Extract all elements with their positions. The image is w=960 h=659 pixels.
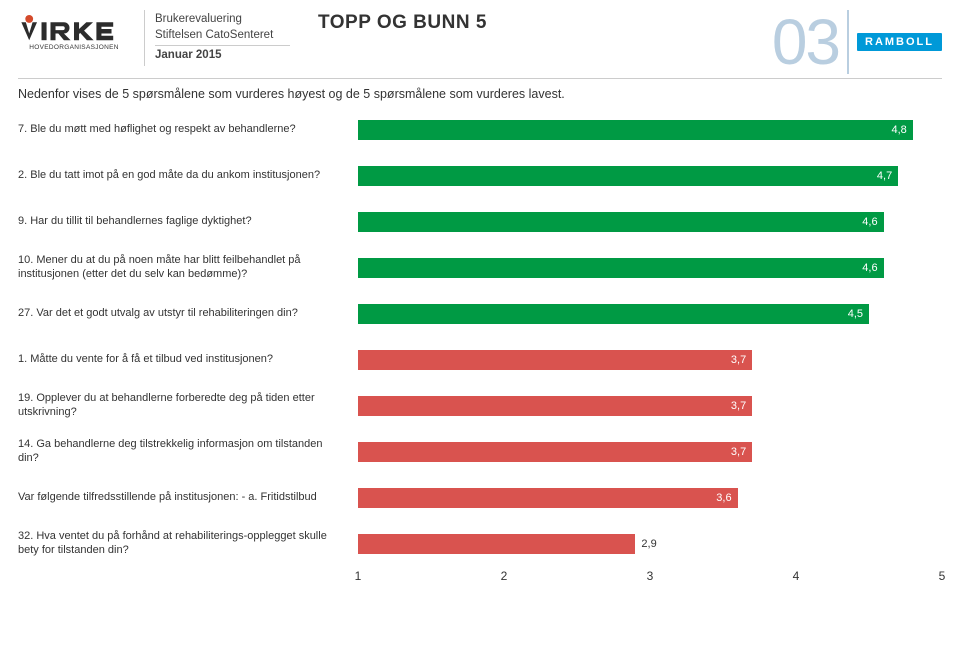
- chart-row: 2. Ble du tatt imot på en god måte da du…: [18, 153, 942, 199]
- axis-tick: 3: [647, 569, 654, 583]
- metadata-block: Brukerevaluering Stiftelsen CatoSenteret…: [144, 10, 304, 66]
- value-label: 3,7: [731, 400, 746, 412]
- chart-row: Var følgende tilfredsstillende på instit…: [18, 475, 942, 521]
- bar: 3,7: [358, 350, 752, 370]
- chart-row: 1. Måtte du vente for å få et tilbud ved…: [18, 337, 942, 383]
- value-label: 3,6: [716, 492, 731, 504]
- page-number-block: 03 RAMBOLL: [772, 10, 942, 74]
- meta-line-3: Januar 2015: [155, 48, 290, 64]
- question-label: 19. Opplever du at behandlerne forberedt…: [18, 392, 358, 420]
- page-header: HOVEDORGANISASJONEN Brukerevaluering Sti…: [18, 10, 942, 79]
- question-label: 9. Har du tillit til behandlernes faglig…: [18, 215, 358, 229]
- bar-zone: 3,7: [358, 429, 942, 475]
- chart-row: 9. Har du tillit til behandlernes faglig…: [18, 199, 942, 245]
- question-label: 10. Mener du at du på noen måte har blit…: [18, 254, 358, 282]
- chart-row: 10. Mener du at du på noen måte har blit…: [18, 245, 942, 291]
- axis-tick: 4: [793, 569, 800, 583]
- question-label: 14. Ga behandlerne deg tilstrekkelig inf…: [18, 438, 358, 466]
- bar: 3,6: [358, 488, 738, 508]
- question-label: 2. Ble du tatt imot på en god måte da du…: [18, 169, 358, 183]
- bar-zone: 3,7: [358, 337, 942, 383]
- virke-logo-sub: HOVEDORGANISASJONEN: [18, 44, 130, 51]
- bar: [358, 534, 635, 554]
- chart-row: 27. Var det et godt utvalg av utstyr til…: [18, 291, 942, 337]
- top-bottom-chart: 7. Ble du møtt med høflighet og respekt …: [18, 107, 942, 593]
- axis-tick: 5: [939, 569, 946, 583]
- bar-zone: 4,6: [358, 199, 942, 245]
- question-label: 27. Var det et godt utvalg av utstyr til…: [18, 307, 358, 321]
- bar: 3,7: [358, 396, 752, 416]
- value-label: 4,8: [892, 124, 907, 136]
- ramboll-badge: RAMBOLL: [857, 33, 942, 51]
- bar: 4,6: [358, 212, 884, 232]
- value-label: 3,7: [731, 354, 746, 366]
- bar-zone: 4,7: [358, 153, 942, 199]
- meta-line-1: Brukerevaluering: [155, 12, 290, 28]
- bar-zone: 3,6: [358, 475, 942, 521]
- bar: 4,8: [358, 120, 913, 140]
- chart-row: 19. Opplever du at behandlerne forberedt…: [18, 383, 942, 429]
- axis-tick: 1: [355, 569, 362, 583]
- question-label: Var følgende tilfredsstillende på instit…: [18, 491, 358, 505]
- axis-tick: 2: [501, 569, 508, 583]
- value-label: 4,5: [848, 308, 863, 320]
- virke-logo-icon: [18, 12, 130, 46]
- bar: 4,6: [358, 258, 884, 278]
- question-label: 1. Måtte du vente for å få et tilbud ved…: [18, 353, 358, 367]
- title-block: TOPP OG BUNN 5: [318, 10, 758, 34]
- bar-zone: 3,7: [358, 383, 942, 429]
- bar: 4,7: [358, 166, 898, 186]
- value-label: 4,6: [862, 262, 877, 274]
- chart-row: 32. Hva ventet du på forhånd at rehabili…: [18, 521, 942, 567]
- x-axis: 12345: [18, 567, 942, 593]
- page-title: TOPP OG BUNN 5: [318, 12, 758, 34]
- intro-text: Nedenfor vises de 5 spørsmålene som vurd…: [18, 87, 942, 101]
- question-label: 32. Hva ventet du på forhånd at rehabili…: [18, 530, 358, 558]
- bar-zone: 4,6: [358, 245, 942, 291]
- bar-zone: 4,5: [358, 291, 942, 337]
- meta-divider: [155, 45, 290, 46]
- bar: 3,7: [358, 442, 752, 462]
- virke-logo: HOVEDORGANISASJONEN: [18, 10, 130, 51]
- chart-row: 14. Ga behandlerne deg tilstrekkelig inf…: [18, 429, 942, 475]
- bar-zone: 4,8: [358, 107, 942, 153]
- value-label: 4,7: [877, 170, 892, 182]
- question-label: 7. Ble du møtt med høflighet og respekt …: [18, 123, 358, 137]
- bar: 4,5: [358, 304, 869, 324]
- meta-line-2: Stiftelsen CatoSenteret: [155, 28, 290, 44]
- value-label: 2,9: [641, 538, 656, 550]
- report-page: HOVEDORGANISASJONEN Brukerevaluering Sti…: [0, 0, 960, 659]
- bar-zone: 2,9: [358, 521, 942, 567]
- value-label: 3,7: [731, 446, 746, 458]
- value-label: 4,6: [862, 216, 877, 228]
- page-number: 03: [772, 10, 849, 74]
- chart-row: 7. Ble du møtt med høflighet og respekt …: [18, 107, 942, 153]
